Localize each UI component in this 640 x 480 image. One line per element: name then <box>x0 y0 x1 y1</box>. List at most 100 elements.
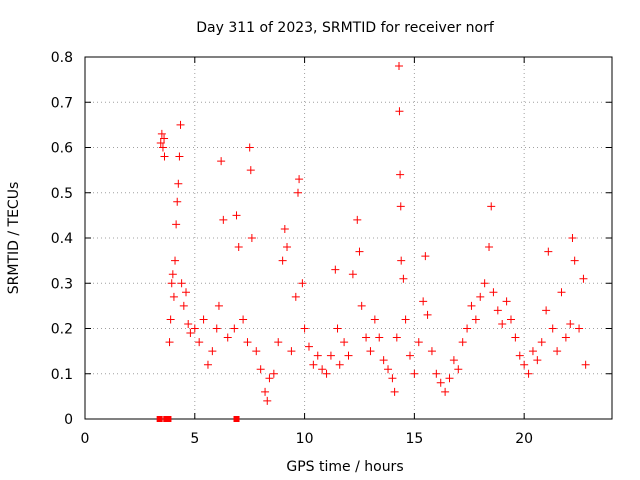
data-point <box>239 315 248 324</box>
data-point <box>313 351 322 360</box>
data-point <box>357 301 366 310</box>
data-point <box>427 347 436 356</box>
data-point <box>175 152 184 161</box>
data-point <box>168 270 177 279</box>
data-point <box>489 288 498 297</box>
data-point <box>217 157 226 166</box>
data-point <box>174 179 183 188</box>
data-point <box>309 360 318 369</box>
y-tick-label: 0.8 <box>51 50 73 66</box>
data-point <box>506 315 515 324</box>
data-point <box>160 134 169 143</box>
data-point <box>219 215 228 224</box>
data-point <box>568 234 577 242</box>
data-point <box>423 310 432 319</box>
data-point <box>195 338 204 347</box>
data-point <box>223 333 232 342</box>
data-point <box>353 215 362 224</box>
data-point <box>182 288 191 297</box>
data-point <box>269 369 278 378</box>
data-point <box>252 347 261 356</box>
x-tick-label: 0 <box>81 431 90 447</box>
data-point <box>487 202 496 211</box>
x-tick-label: 15 <box>405 431 423 447</box>
data-point <box>300 324 309 333</box>
data-point <box>298 279 307 288</box>
data-point <box>502 297 511 306</box>
x-tick-label: 10 <box>296 431 314 447</box>
data-point <box>326 351 335 360</box>
data-point <box>566 319 575 328</box>
data-point <box>579 274 588 283</box>
y-tick-label: 0.3 <box>51 276 73 292</box>
data-point <box>399 274 408 283</box>
data-point <box>186 329 195 338</box>
data-point <box>158 143 167 152</box>
zero-value-point <box>165 416 172 422</box>
data-point <box>232 211 241 220</box>
data-point <box>542 306 551 315</box>
data-point <box>570 256 579 265</box>
data-point <box>493 306 502 315</box>
data-point <box>212 324 221 333</box>
data-point <box>463 324 472 333</box>
data-point <box>172 220 181 229</box>
data-point <box>520 360 529 369</box>
data-point <box>485 243 494 252</box>
data-point <box>179 301 188 310</box>
data-point <box>261 387 270 396</box>
data-point <box>414 338 423 347</box>
data-point <box>396 202 405 211</box>
data-point <box>557 288 566 297</box>
data-point <box>397 256 406 265</box>
y-tick-label: 0 <box>64 412 73 428</box>
y-tick-label: 0.4 <box>51 231 73 247</box>
data-point <box>167 279 176 288</box>
data-point <box>370 315 379 324</box>
data-point <box>436 378 445 387</box>
data-point <box>449 356 458 365</box>
data-point <box>333 324 342 333</box>
y-tick-label: 0.5 <box>51 186 73 202</box>
data-point <box>458 338 467 347</box>
zero-value-point <box>233 416 240 422</box>
data-point <box>274 338 283 347</box>
data-point <box>395 62 404 71</box>
data-point <box>390 387 399 396</box>
data-point <box>445 374 454 383</box>
data-point <box>454 365 463 374</box>
data-points <box>156 62 590 422</box>
data-point <box>396 170 405 179</box>
x-axis-label: GPS time / hours <box>286 459 403 475</box>
data-point <box>265 374 274 383</box>
chart-title: Day 311 of 2023, SRMTID for receiver nor… <box>196 20 495 36</box>
data-point <box>177 279 186 288</box>
data-point <box>471 315 480 324</box>
data-point <box>157 129 166 138</box>
data-point <box>553 347 562 356</box>
data-point <box>165 338 174 347</box>
data-point <box>169 292 178 301</box>
axis-ticks <box>84 56 612 420</box>
data-point <box>331 265 340 274</box>
data-point <box>362 333 371 342</box>
data-point <box>410 369 419 378</box>
data-point <box>395 107 404 116</box>
data-point <box>171 256 180 265</box>
zero-value-point <box>156 416 163 422</box>
data-point <box>293 188 302 197</box>
data-point <box>173 197 182 206</box>
data-point <box>392 333 401 342</box>
data-point <box>366 347 375 356</box>
data-point <box>243 338 252 347</box>
data-point <box>480 279 489 288</box>
data-point <box>160 152 169 161</box>
data-point <box>401 315 410 324</box>
x-tick-label: 20 <box>515 431 533 447</box>
data-point <box>379 356 388 365</box>
data-point <box>190 324 199 333</box>
axis-tick-labels: 0 5 10 15 20 0 0.1 0.2 0.3 0.4 0.5 0.6 0.7 0.8 <box>51 50 533 447</box>
data-point <box>524 369 533 378</box>
data-point <box>156 138 165 147</box>
